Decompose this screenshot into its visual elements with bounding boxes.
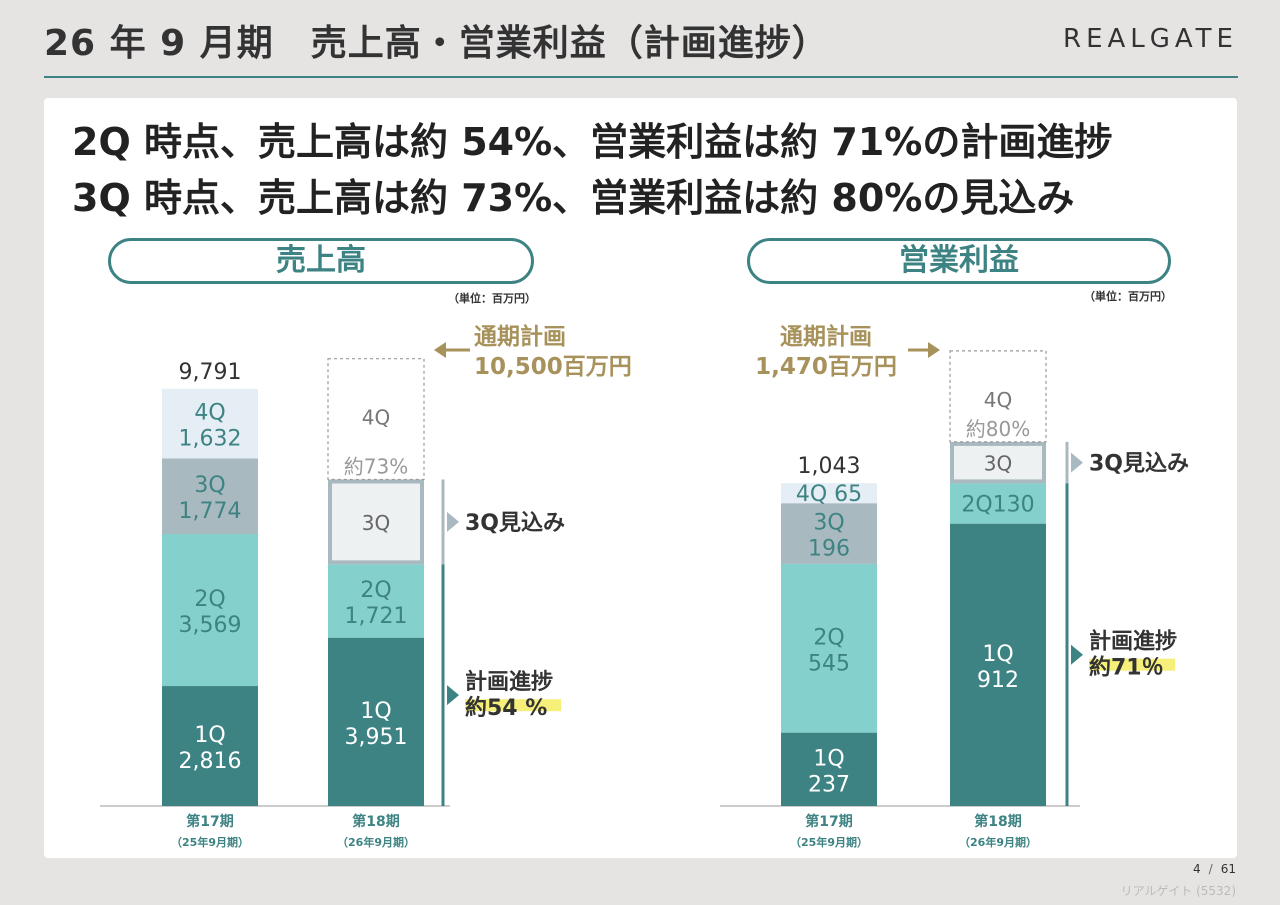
profit-bar-p17-q4 (781, 483, 877, 504)
profit-label-p17-q3-name: 3Q (813, 511, 844, 536)
sales-progress-value: 約54 % (465, 695, 547, 721)
profit-unit-label: （単位：百万円） (1084, 290, 1172, 303)
sales-label-p18-q4: 4Q (362, 406, 390, 430)
profit-label-p18-q2: 2Q130 (961, 493, 1034, 518)
profit-bar-p18-q3-forecast (950, 441, 1046, 484)
profit-progress-pointer (1071, 644, 1083, 665)
profit-plan-label-1: 通期計画 (780, 323, 872, 350)
sales-bar-p18-q1 (328, 637, 424, 806)
sales-total-p17: 9,791 (179, 360, 242, 385)
sales-bar-p17-q1 (162, 686, 258, 806)
profit-label-p18-q3: 3Q (984, 452, 1012, 476)
profit-label-forecast-pct: 約80% (966, 417, 1030, 441)
sales-forecast-pointer (447, 511, 459, 532)
company-logo: REALGATE (1063, 24, 1238, 54)
sales-category-sub-0: （25年9月期） (171, 835, 249, 849)
profit-plan-label-2: 1,470百万円 (755, 354, 897, 380)
profit-progress-label: 計画進捗 (1089, 629, 1177, 655)
headline-line-1: 2Q 時点、売上高は約 54%、営業利益は約 71%の計画進捗 (72, 120, 1113, 164)
sales-plan-label-1: 通期計画 (474, 323, 566, 350)
headline: 2Q 時点、売上高は約 54%、営業利益は約 71%の計画進捗 3Q 時点、売上… (72, 114, 1222, 226)
profit-category-sub-0: （25年9月期） (790, 835, 868, 849)
profit-plan-arrow-head (928, 342, 940, 358)
profit-bar-p17-q3 (781, 503, 877, 564)
profit-progress-value: 約71％ (1089, 655, 1164, 681)
profit-category-sub-1: （26年9月期） (959, 835, 1037, 849)
sales-bar-p17-q2 (162, 533, 258, 687)
profit-bar-p18-q1 (950, 523, 1046, 806)
profit-bar-p17-q1 (781, 732, 877, 806)
profit-label-p17-q3-value: 196 (808, 537, 850, 562)
sales-section-title: 売上高 (108, 238, 534, 284)
headline-line-2: 3Q 時点、売上高は約 73%、営業利益は約 80%の見込み (72, 176, 1075, 220)
sales-plan-label-2: 10,500百万円 (474, 354, 632, 380)
sales-bar-p17-q3 (162, 458, 258, 534)
profit-label-p17-q1-name: 1Q (813, 746, 844, 771)
profit-category-1: 第18期 (974, 813, 1021, 830)
sales-progress-highlight (465, 699, 561, 712)
profit-category-0: 第17期 (805, 813, 852, 830)
sales-progress-label: 計画進捗 (465, 669, 553, 695)
sales-label-p18-q3: 3Q (362, 511, 390, 535)
profit-label-p17-q1-value: 237 (808, 772, 850, 797)
sales-forecast-text: 3Q見込み (465, 511, 565, 536)
sales-label-p17-q3-name: 3Q (194, 473, 225, 498)
profit-label-p17-q2-value: 545 (808, 651, 850, 676)
profit-section-title: 営業利益 (747, 238, 1171, 284)
sales-category-0: 第17期 (186, 813, 233, 830)
sales-category-1: 第18期 (352, 813, 399, 830)
sales-plan-arrow-head (434, 342, 446, 358)
sales-label-p18-q1-name: 1Q (360, 699, 391, 724)
sales-label-p17-q2-value: 3,569 (179, 613, 242, 638)
sales-bar-p18-q2 (328, 564, 424, 638)
sales-label-p17-q4-value: 1,632 (179, 427, 242, 452)
page-title: 26 年 9 月期 売上高・営業利益（計画進捗） (44, 23, 829, 64)
profit-label-p17-q2-name: 2Q (813, 625, 844, 650)
sales-unit-label: （単位：百万円） (448, 292, 536, 305)
sales-label-p17-q1-name: 1Q (194, 723, 225, 748)
sales-progress-pointer (447, 685, 459, 706)
profit-label-p17-q4: 4Q 65 (796, 482, 862, 507)
profit-bar-p18-q4-plan (949, 350, 1047, 443)
footer-brand: リアルゲイト (5532) (1120, 884, 1236, 898)
profit-forecast-pointer (1071, 452, 1083, 473)
sales-label-p17-q4-name: 4Q (194, 401, 225, 426)
sales-label-p17-q3-value: 1,774 (179, 499, 242, 524)
sales-label-p18-q1-value: 3,951 (345, 725, 408, 750)
sales-label-forecast-pct: 約73% (344, 454, 408, 478)
sales-label-p17-q1-value: 2,816 (179, 749, 242, 774)
page-total: 61 (1220, 862, 1236, 876)
profit-progress-highlight (1089, 658, 1175, 671)
profit-label-p18-q1-name: 1Q (982, 642, 1013, 667)
page-number: 4 / 61 (1193, 862, 1236, 876)
sales-bar-p18-q4-plan (327, 358, 425, 481)
sales-label-p18-q2-name: 2Q (360, 578, 391, 603)
profit-bar-p18-q2 (950, 483, 1046, 524)
profit-bar-p17-q2 (781, 563, 877, 733)
title-divider (44, 76, 1238, 78)
sales-label-p17-q2-name: 2Q (194, 587, 225, 612)
profit-total-p17: 1,043 (798, 454, 861, 479)
profit-forecast-text: 3Q見込み (1089, 452, 1189, 477)
sales-bar-p18-q3-forecast (328, 479, 424, 565)
page-current: 4 (1193, 862, 1201, 876)
profit-label-p18-q1-value: 912 (977, 668, 1019, 693)
sales-bar-p17-q4 (162, 388, 258, 459)
sales-label-p18-q2-value: 1,721 (345, 604, 408, 629)
profit-label-p18-q4: 4Q (984, 388, 1012, 412)
page-slash: / (1208, 862, 1213, 876)
sales-category-sub-1: （26年9月期） (337, 835, 415, 849)
